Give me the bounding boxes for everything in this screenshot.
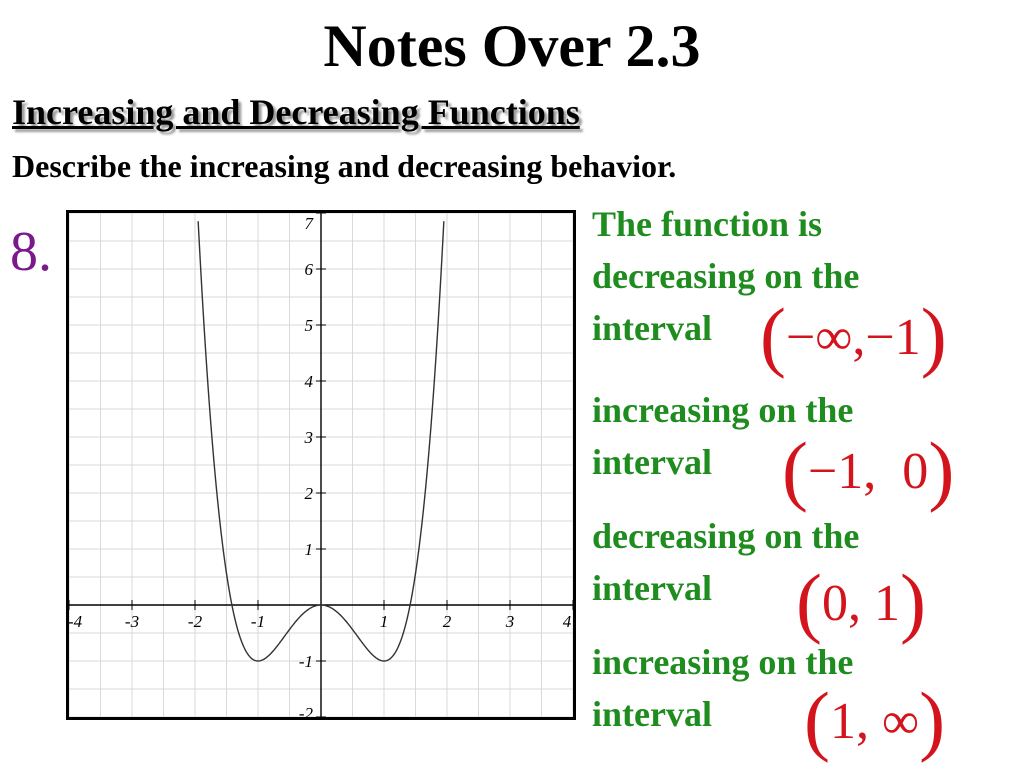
interval-3-close-paren: ): [899, 558, 926, 645]
curve-point: [427, 460, 429, 462]
answer-3-line-2: interval: [592, 568, 712, 608]
curve-point: [351, 629, 354, 631]
answer-2-line-1: increasing on the: [592, 390, 854, 430]
interval-1-content: −∞,−1: [785, 309, 921, 366]
curve-point: [307, 608, 309, 611]
y-tick-label: -1: [299, 652, 313, 671]
y-tick-label: 2: [305, 484, 314, 503]
y-tick-label: -2: [299, 704, 314, 717]
y-tick-label: 7: [305, 214, 315, 233]
curve-point: [408, 608, 410, 611]
interval-1-close-paren: ): [920, 292, 947, 379]
curve-point: [364, 645, 366, 648]
graph-canvas: -4 -3 -2 -1 1 2 3 4 -2 -1 1 2 3 4 5 6 7: [69, 213, 573, 717]
answer-1-line-3: interval: [592, 308, 712, 348]
y-tick-label: 4: [305, 372, 314, 391]
answer-block-2: increasing on the interval: [592, 384, 1012, 488]
curve-point: [207, 379, 209, 381]
answer-2-line-2: interval: [592, 442, 712, 482]
interval-3-content: 0, 1: [821, 575, 900, 632]
curve-point: [270, 653, 272, 655]
x-tick-label: -1: [251, 612, 265, 631]
answer-3-line-1: decreasing on the: [592, 516, 860, 556]
curve-point: [213, 460, 215, 462]
function-graph: -4 -3 -2 -1 1 2 3 4 -2 -1 1 2 3 4 5 6 7: [66, 210, 576, 720]
curve-point: [437, 321, 439, 323]
instruction-text: Describe the increasing and decreasing b…: [12, 148, 677, 184]
curve-point: [276, 645, 278, 648]
curve-point: [333, 608, 335, 611]
interval-4-close-paren: ): [919, 676, 946, 763]
answer-4-line-1: increasing on the: [592, 642, 854, 682]
curve-point: [295, 620, 297, 622]
curve-point: [396, 649, 398, 651]
y-tick-label: 6: [305, 260, 314, 279]
curve-point: [414, 573, 417, 575]
curve-point: [402, 633, 404, 635]
answer-block-4: increasing on the interval: [592, 636, 1012, 740]
x-tick-label: -2: [188, 612, 203, 631]
curve-point: [244, 649, 246, 651]
curve-point: [358, 637, 360, 639]
curve-point: [282, 637, 284, 639]
curve-point: [370, 653, 372, 655]
x-tick-label: 3: [505, 612, 515, 631]
x-tick-label: 4: [563, 612, 572, 631]
interval-1-open-paren: (: [760, 292, 786, 379]
curve-point: [203, 321, 205, 323]
interval-2-content: −1, 0: [807, 443, 929, 500]
answer-4-line-2: interval: [592, 694, 712, 734]
curve-point: [238, 633, 240, 635]
curve-point: [345, 620, 347, 622]
answer-1-line-2: decreasing on the: [592, 256, 860, 296]
interval-2-open-paren: (: [782, 426, 808, 513]
interval-4-content: 1, ∞: [829, 693, 920, 750]
interval-2-close-paren: ): [928, 426, 955, 513]
curve-point: [383, 660, 385, 662]
answer-block-3: decreasing on the interval: [592, 510, 1012, 614]
curve-point: [232, 608, 234, 611]
answer-1-line-1: The function is: [592, 204, 823, 244]
curve-point: [257, 660, 259, 662]
curve-point: [433, 379, 435, 381]
curve-point: [219, 524, 221, 526]
curve-point: [288, 629, 291, 631]
interval-3-open-paren: (: [796, 558, 822, 645]
curve-point: [320, 604, 322, 606]
y-tick-label: 1: [305, 540, 314, 559]
x-tick-label: -4: [69, 612, 83, 631]
curve-point: [339, 613, 341, 616]
curve-point: [314, 605, 316, 607]
curve-point: [251, 658, 253, 660]
x-tick-label: -3: [125, 612, 139, 631]
interval-4: (1, ∞): [804, 681, 945, 759]
curve-point: [389, 658, 391, 660]
curve-point: [377, 658, 379, 660]
problem-number: 8.: [10, 221, 52, 283]
slide-title: Notes Over 2.3: [323, 13, 701, 79]
y-tick-label: 3: [304, 428, 314, 447]
curve-point: [225, 573, 228, 575]
curve-point: [263, 658, 265, 660]
curve-point: [326, 605, 328, 607]
interval-1: (−∞,−1): [760, 297, 947, 375]
interval-2: (−1, 0): [782, 431, 954, 509]
interval-4-open-paren: (: [804, 676, 830, 763]
answer-block-1: The function is decreasing on the interv…: [592, 198, 1012, 354]
x-tick-label: 2: [443, 612, 452, 631]
curve-point: [301, 613, 303, 616]
y-tick-label: 5: [305, 316, 314, 335]
interval-3: (0, 1): [796, 563, 926, 641]
slide-subtitle: Increasing and Decreasing Functions: [12, 92, 580, 132]
curve-point: [421, 524, 423, 526]
x-tick-label: 1: [380, 612, 389, 631]
